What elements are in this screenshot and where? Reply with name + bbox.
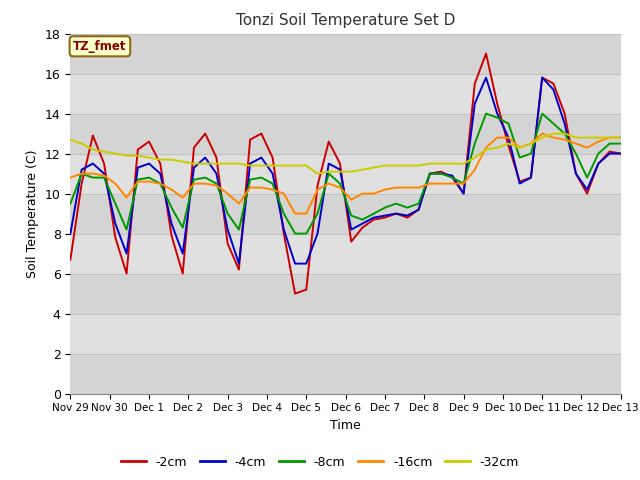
Bar — [70, 313, 621, 354]
Bar — [70, 34, 621, 73]
Bar — [70, 73, 621, 114]
Bar — [70, 274, 621, 313]
Bar — [70, 234, 621, 274]
Legend: -2cm, -4cm, -8cm, -16cm, -32cm: -2cm, -4cm, -8cm, -16cm, -32cm — [116, 451, 524, 474]
Title: Tonzi Soil Temperature Set D: Tonzi Soil Temperature Set D — [236, 13, 455, 28]
Text: TZ_fmet: TZ_fmet — [73, 40, 127, 53]
Bar — [70, 114, 621, 154]
Bar — [70, 154, 621, 193]
Bar — [70, 193, 621, 234]
Y-axis label: Soil Temperature (C): Soil Temperature (C) — [26, 149, 39, 278]
X-axis label: Time: Time — [330, 419, 361, 432]
Bar — [70, 354, 621, 394]
